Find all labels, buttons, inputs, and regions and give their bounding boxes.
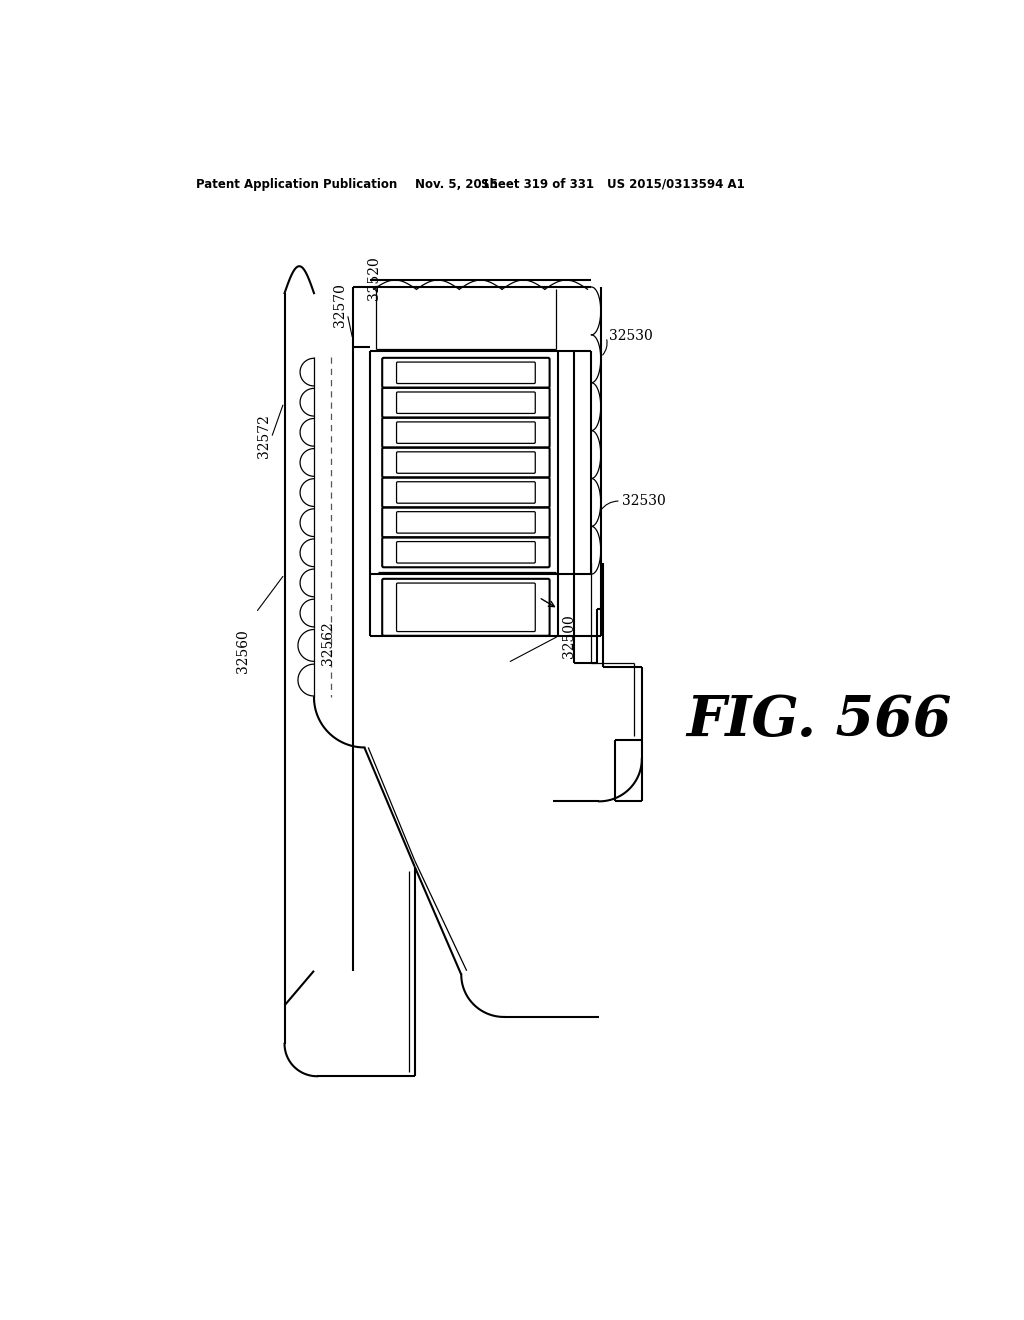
Text: 32530: 32530 xyxy=(623,494,667,508)
Text: 32572: 32572 xyxy=(257,413,270,458)
Text: Nov. 5, 2015: Nov. 5, 2015 xyxy=(415,178,498,190)
Text: Sheet 319 of 331: Sheet 319 of 331 xyxy=(480,178,594,190)
Text: 32520: 32520 xyxy=(368,256,382,300)
Text: FIG. 566: FIG. 566 xyxy=(686,693,951,748)
Text: 32530: 32530 xyxy=(608,329,652,342)
Text: 32500: 32500 xyxy=(562,614,575,657)
Text: US 2015/0313594 A1: US 2015/0313594 A1 xyxy=(607,178,744,190)
Text: 32562: 32562 xyxy=(321,622,335,665)
Text: Patent Application Publication: Patent Application Publication xyxy=(197,178,397,190)
Text: 32570: 32570 xyxy=(333,282,346,326)
Text: 32560: 32560 xyxy=(236,630,250,673)
